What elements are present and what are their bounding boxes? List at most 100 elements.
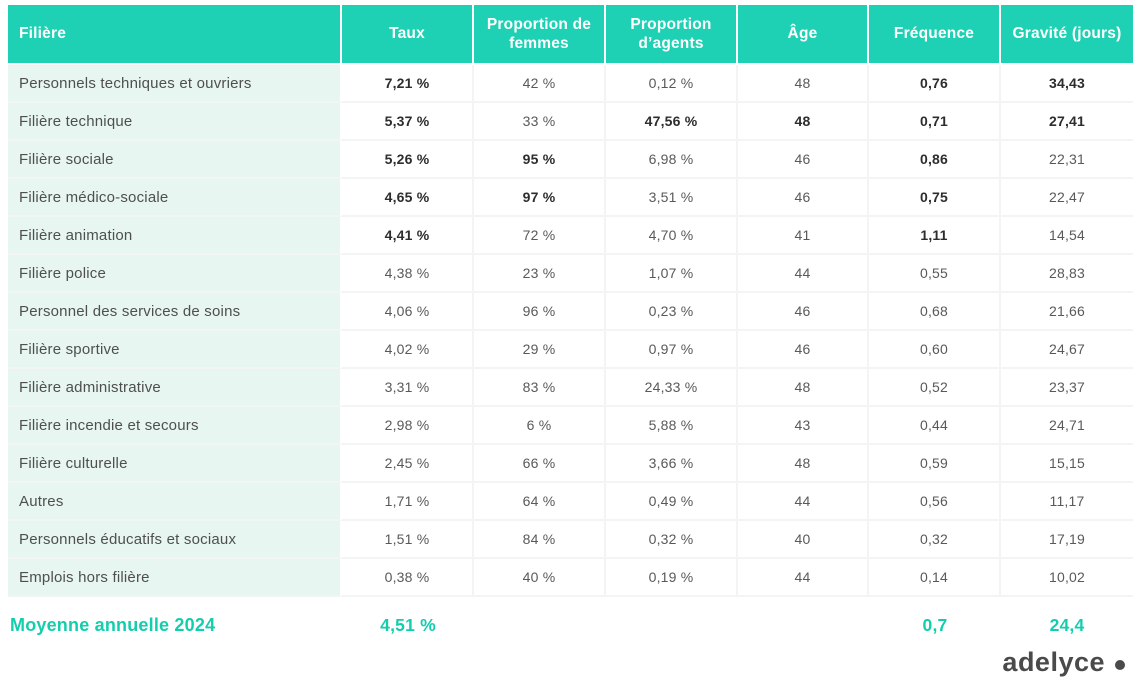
cell-femmes: 23 % [474,255,606,293]
cell-age: 41 [738,217,869,255]
table-row: Filière administrative 3,31 % 83 % 24,33 % 4… [8,369,1133,407]
cell-frequence: 0,71 [869,103,1001,141]
table-row: Filière médico-sociale 4,65 % 97 % 3,51 % 46… [8,179,1133,217]
cell-gravite: 21,66 [1001,293,1133,331]
cell-agents: 0,19 % [606,559,738,597]
cell-femmes: 29 % [474,331,606,369]
cell-frequence: 0,55 [869,255,1001,293]
cell-age: 46 [738,141,869,179]
cell-taux: 3,31 % [342,369,474,407]
cell-agents: 0,23 % [606,293,738,331]
cell-frequence: 0,44 [869,407,1001,445]
cell-taux: 0,38 % [342,559,474,597]
row-label: Personnels techniques et ouvriers [8,65,342,103]
footer-empty-cell [738,597,869,641]
cell-frequence: 0,56 [869,483,1001,521]
cell-frequence: 0,75 [869,179,1001,217]
cell-frequence: 0,32 [869,521,1001,559]
cell-gravite: 22,31 [1001,141,1133,179]
footer-frequence-value: 0,7 [922,615,948,635]
row-label: Personnel des services de soins [8,293,342,331]
cell-gravite: 14,54 [1001,217,1133,255]
table-row: Emplois hors filière 0,38 % 40 % 0,19 % 44 0,… [8,559,1133,597]
cell-frequence: 0,76 [869,65,1001,103]
row-label: Filière administrative [8,369,342,407]
cell-taux: 1,51 % [342,521,474,559]
cell-agents: 4,70 % [606,217,738,255]
cell-gravite: 24,71 [1001,407,1133,445]
table-row: Filière culturelle 2,45 % 66 % 3,66 % 48 0,59… [8,445,1133,483]
cell-gravite: 34,43 [1001,65,1133,103]
adelyce-logo: adelyce [1002,644,1125,680]
cell-age: 40 [738,521,869,559]
row-label: Filière culturelle [8,445,342,483]
table-header: Filière Taux Proportion de femmes Propor… [8,5,1133,65]
footer-empty-cell [474,597,606,641]
cell-femmes: 40 % [474,559,606,597]
cell-frequence: 0,14 [869,559,1001,597]
cell-age: 46 [738,293,869,331]
header-row: Filière Taux Proportion de femmes Propor… [8,5,1133,65]
column-header-frequence: Fréquence [869,5,1001,65]
cell-agents: 3,66 % [606,445,738,483]
cell-frequence: 0,59 [869,445,1001,483]
row-label: Filière animation [8,217,342,255]
column-header-filiere: Filière [8,5,342,65]
cell-gravite: 10,02 [1001,559,1133,597]
column-header-agents: Proportion d’agents [606,5,738,65]
column-header-age: Âge [738,5,869,65]
row-label: Filière technique [8,103,342,141]
cell-taux: 7,21 % [342,65,474,103]
cell-agents: 1,07 % [606,255,738,293]
cell-age: 48 [738,103,869,141]
row-label: Autres [8,483,342,521]
cell-taux: 4,06 % [342,293,474,331]
cell-frequence: 0,68 [869,293,1001,331]
cell-femmes: 6 % [474,407,606,445]
footer-label: Moyenne annuelle 2024 [10,615,216,635]
cell-agents: 0,12 % [606,65,738,103]
table-body: Personnels techniques et ouvriers 7,21 % 4… [8,65,1133,597]
footer-gravite-value: 24,4 [1049,615,1085,635]
table-row: Filière animation 4,41 % 72 % 4,70 % 41 1,11 1… [8,217,1133,255]
table-row: Personnels éducatifs et sociaux 1,51 % 84 … [8,521,1133,559]
cell-age: 46 [738,331,869,369]
cell-taux: 4,41 % [342,217,474,255]
footer-empty-cell [606,597,738,641]
row-label: Filière incendie et secours [8,407,342,445]
row-label: Filière sociale [8,141,342,179]
cell-femmes: 72 % [474,217,606,255]
table-row: Filière sociale 5,26 % 95 % 6,98 % 46 0,86 22,… [8,141,1133,179]
cell-femmes: 97 % [474,179,606,217]
cell-agents: 0,32 % [606,521,738,559]
cell-age: 48 [738,65,869,103]
cell-femmes: 96 % [474,293,606,331]
cell-femmes: 64 % [474,483,606,521]
cell-frequence: 0,52 [869,369,1001,407]
cell-femmes: 83 % [474,369,606,407]
cell-frequence: 0,60 [869,331,1001,369]
cell-agents: 0,49 % [606,483,738,521]
row-label: Filière police [8,255,342,293]
cell-age: 46 [738,179,869,217]
cell-agents: 5,88 % [606,407,738,445]
cell-frequence: 0,86 [869,141,1001,179]
table-row: Filière incendie et secours 2,98 % 6 % 5,88… [8,407,1133,445]
table-row: Personnels techniques et ouvriers 7,21 % 4… [8,65,1133,103]
cell-gravite: 24,67 [1001,331,1133,369]
cell-agents: 3,51 % [606,179,738,217]
cell-gravite: 15,15 [1001,445,1133,483]
cell-frequence: 1,11 [869,217,1001,255]
row-label: Personnels éducatifs et sociaux [8,521,342,559]
cell-gravite: 28,83 [1001,255,1133,293]
cell-taux: 4,65 % [342,179,474,217]
table-row: Personnel des services de soins 4,06 % 96 … [8,293,1133,331]
cell-gravite: 11,17 [1001,483,1133,521]
cell-femmes: 84 % [474,521,606,559]
adelyce-logo-text: adelyce [1002,646,1105,677]
table-row: Filière technique 5,37 % 33 % 47,56 % 48 0,71… [8,103,1133,141]
filiere-absence-table: Filière Taux Proportion de femmes Propor… [8,5,1133,641]
absence-table-container: Filière Taux Proportion de femmes Propor… [8,5,1133,641]
row-label: Emplois hors filière [8,559,342,597]
